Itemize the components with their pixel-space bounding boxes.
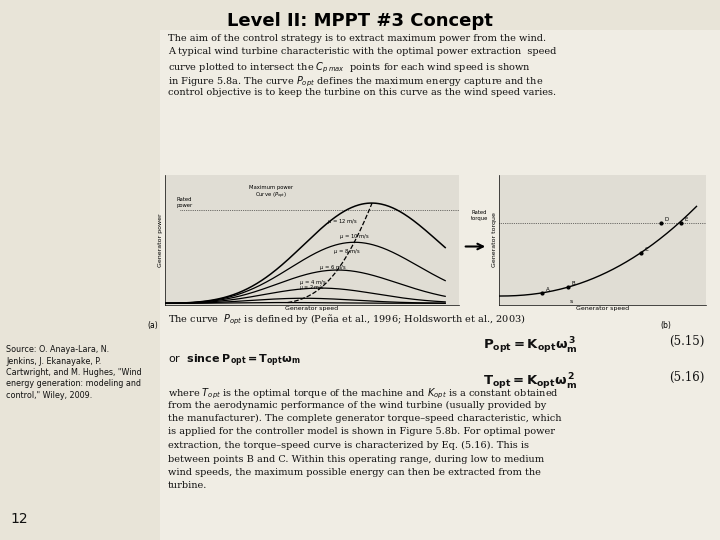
Text: $\mu$ = 6 m/s: $\mu$ = 6 m/s — [319, 263, 346, 272]
Text: $\mu$ = 2 m/s: $\mu$ = 2 m/s — [300, 283, 325, 292]
Bar — [160, 30, 720, 540]
Text: $\mu$ = 4 m/s: $\mu$ = 4 m/s — [300, 278, 327, 287]
Text: the manufacturer). The complete generator torque–speed characteristic, which: the manufacturer). The complete generato… — [168, 414, 562, 423]
Text: (b): (b) — [661, 321, 672, 329]
X-axis label: Generator speed: Generator speed — [576, 306, 629, 312]
Text: The aim of the control strategy is to extract maximum power from the wind.: The aim of the control strategy is to ex… — [168, 34, 546, 43]
Text: E: E — [685, 217, 688, 222]
Text: energy generation: modeling and: energy generation: modeling and — [6, 380, 141, 388]
Text: curve plotted to intersect the $C_{p\,max}$  points for each wind speed is shown: curve plotted to intersect the $C_{p\,ma… — [168, 61, 531, 76]
Text: control," Wiley, 2009.: control," Wiley, 2009. — [6, 391, 92, 400]
Text: $\mathbf{P_{opt}=K_{opt}\omega_m^{\,3}}$: $\mathbf{P_{opt}=K_{opt}\omega_m^{\,3}}$ — [482, 335, 577, 356]
Text: between points B and C. Within this operating range, during low to medium: between points B and C. Within this oper… — [168, 455, 544, 463]
Text: control objective is to keep the turbine on this curve as the wind speed varies.: control objective is to keep the turbine… — [168, 88, 556, 97]
Text: or  $\mathbf{since\;P_{opt}=T_{opt}\omega_m}$: or $\mathbf{since\;P_{opt}=T_{opt}\omega… — [168, 353, 300, 369]
Text: (5.16): (5.16) — [670, 371, 705, 384]
Text: where $T_{opt}$ is the optimal torque of the machine and $K_{opt}$ is a constant: where $T_{opt}$ is the optimal torque of… — [168, 387, 559, 401]
Text: in Figure 5.8a. The curve $P_{opt}$ defines the maximum energy capture and the: in Figure 5.8a. The curve $P_{opt}$ defi… — [168, 75, 544, 89]
Y-axis label: Generator torque: Generator torque — [492, 213, 498, 267]
Text: B: B — [572, 281, 575, 286]
Text: $\mu$ = 10 m/s: $\mu$ = 10 m/s — [338, 232, 369, 241]
Text: Maximum power
Curve ($P_{opt}$): Maximum power Curve ($P_{opt}$) — [249, 185, 294, 201]
Text: Source: O. Anaya-Lara, N.: Source: O. Anaya-Lara, N. — [6, 345, 109, 354]
Text: $\mathbf{T_{opt}=K_{opt}\omega_m^{\,2}}$: $\mathbf{T_{opt}=K_{opt}\omega_m^{\,2}}$ — [483, 371, 577, 392]
Text: D: D — [665, 217, 669, 222]
Text: turbine.: turbine. — [168, 482, 207, 490]
Text: s: s — [570, 299, 573, 304]
Text: 12: 12 — [10, 512, 27, 526]
Text: Cartwright, and M. Hughes, "Wind: Cartwright, and M. Hughes, "Wind — [6, 368, 142, 377]
Text: A typical wind turbine characteristic with the optimal power extraction  speed: A typical wind turbine characteristic wi… — [168, 48, 557, 57]
Text: C: C — [645, 247, 649, 252]
Text: (a): (a) — [147, 321, 158, 329]
X-axis label: Generator speed: Generator speed — [285, 306, 338, 312]
Text: Rated
torque: Rated torque — [471, 210, 489, 221]
Text: $\mu$ = 12 m/s: $\mu$ = 12 m/s — [328, 217, 359, 226]
Y-axis label: Generator power: Generator power — [158, 213, 163, 267]
Text: Level II: MPPT #3 Concept: Level II: MPPT #3 Concept — [227, 12, 493, 30]
Text: The curve  $P_{opt}$ is defined by (Peña et al., 1996; Holdsworth et al., 2003): The curve $P_{opt}$ is defined by (Peña … — [168, 313, 526, 327]
Text: Rated
power: Rated power — [176, 198, 192, 208]
Text: is applied for the controller model is shown in Figure 5.8b. For optimal power: is applied for the controller model is s… — [168, 428, 555, 436]
Text: extraction, the torque–speed curve is characterized by Eq. (5.16). This is: extraction, the torque–speed curve is ch… — [168, 441, 528, 450]
Text: from the aerodynamic performance of the wind turbine (usually provided by: from the aerodynamic performance of the … — [168, 401, 546, 410]
Text: (5.15): (5.15) — [670, 335, 705, 348]
Text: wind speeds, the maximum possible energy can then be extracted from the: wind speeds, the maximum possible energy… — [168, 468, 541, 477]
Text: Jenkins, J. Ekanayake, P.: Jenkins, J. Ekanayake, P. — [6, 356, 102, 366]
Text: A: A — [546, 287, 550, 292]
Text: $\mu$ = 8 m/s: $\mu$ = 8 m/s — [333, 247, 361, 255]
